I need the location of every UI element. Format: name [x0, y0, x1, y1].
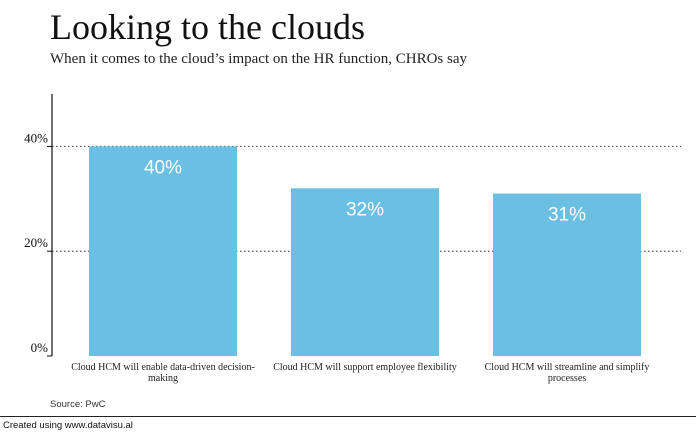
y-tick-label: 0%	[31, 340, 49, 355]
footer-credit: Created using www.datavisu.al	[3, 420, 133, 431]
y-tick-label: 20%	[24, 235, 48, 250]
source-note: Source: PwC	[50, 399, 106, 410]
x-category-label: Cloud HCM will support employee flexibil…	[273, 362, 457, 373]
bar-value-label: 32%	[346, 199, 384, 220]
chart-title: Looking to the clouds	[50, 7, 365, 47]
chart-subtitle: When it comes to the cloud’s impact on t…	[50, 51, 468, 67]
footer-divider	[0, 416, 696, 417]
y-tick-label: 40%	[24, 130, 48, 145]
bar-chart: 0% 20% 40% 40% 32% 31%	[24, 94, 681, 357]
bar-value-label: 40%	[144, 157, 182, 178]
bar-value-label: 31%	[548, 205, 586, 226]
x-category-label: Cloud HCM will streamline and simplify p…	[484, 362, 650, 384]
x-category-label: Cloud HCM will enable data-driven decisi…	[71, 362, 255, 384]
bar	[493, 193, 641, 356]
bar	[291, 188, 439, 356]
bar	[89, 146, 237, 356]
